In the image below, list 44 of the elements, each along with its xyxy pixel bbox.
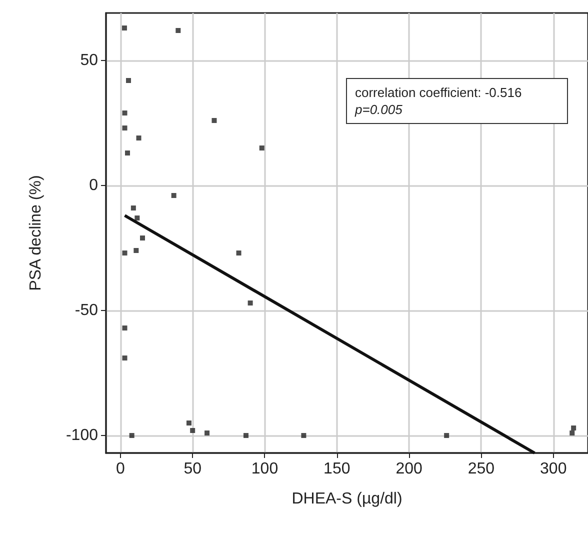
point — [171, 193, 176, 198]
point — [122, 356, 128, 360]
point — [130, 206, 136, 210]
annotation: p=0.005 — [355, 101, 404, 118]
point — [570, 430, 575, 436]
x-tick-label: 0 — [116, 460, 125, 478]
y-tick-label: -100 — [66, 427, 98, 444]
point — [136, 136, 142, 140]
point — [571, 426, 576, 430]
y-axis-title: PSA decline (%) — [28, 175, 44, 291]
point — [243, 433, 248, 438]
point — [122, 250, 128, 256]
point — [236, 250, 242, 256]
point — [122, 110, 128, 116]
point — [444, 433, 450, 438]
point — [134, 248, 139, 253]
y-tick-label: 50 — [80, 52, 98, 69]
x-tick-label: 200 — [396, 460, 422, 478]
point — [134, 216, 140, 220]
point — [190, 428, 196, 433]
point — [259, 146, 264, 150]
point — [301, 433, 306, 438]
point — [140, 236, 146, 240]
annotation: correlation coefficient: -0.516 — [355, 84, 523, 101]
point — [204, 430, 210, 436]
x-tick-label: 50 — [184, 460, 202, 478]
x-axis-title: DHEA-S (µg/dl) — [292, 490, 402, 508]
note-frame: correlation coefficient: -0.516 p=0.005 — [346, 78, 568, 124]
point — [248, 300, 253, 306]
x-tick-label: 150 — [324, 460, 350, 478]
x-tick-label: 100 — [251, 460, 278, 478]
point — [125, 150, 130, 156]
point — [176, 28, 181, 33]
point — [122, 326, 128, 330]
point — [122, 126, 128, 130]
point — [129, 433, 134, 438]
x-tick-label: 300 — [540, 460, 567, 478]
y-tick-label: -50 — [74, 302, 98, 319]
point — [122, 26, 127, 30]
point — [212, 118, 217, 123]
point — [126, 78, 132, 83]
point — [186, 420, 192, 426]
y-tick-label: 0 — [89, 177, 98, 194]
x-tick-label: 250 — [468, 460, 495, 478]
